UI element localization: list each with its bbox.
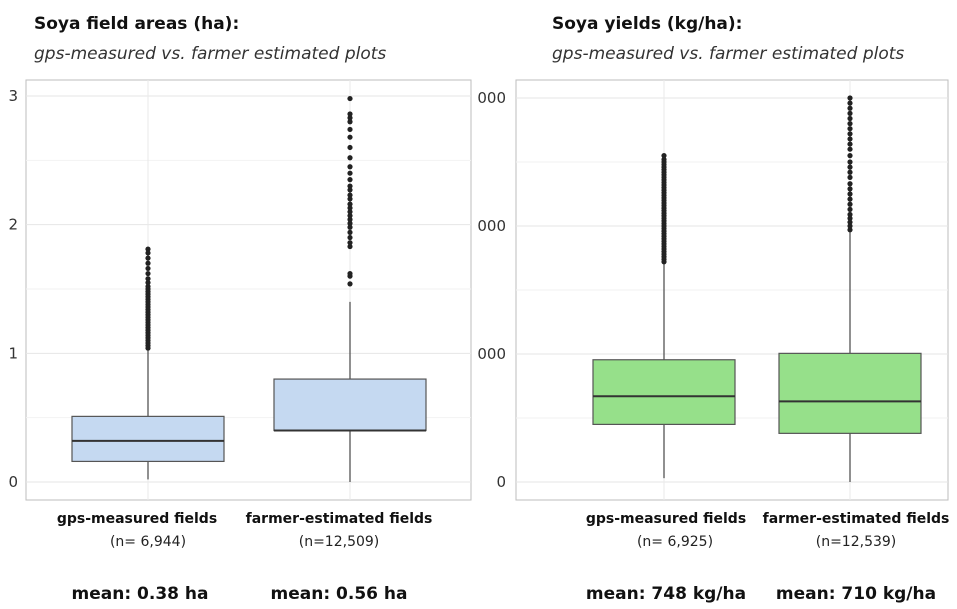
y-tick-label: 2 xyxy=(8,216,18,234)
outlier-point xyxy=(847,159,853,165)
mean-label: mean: 748 kg/ha xyxy=(585,584,747,604)
mean-label: mean: 710 kg/ha xyxy=(775,584,937,604)
outlier-point xyxy=(347,281,353,287)
outlier-point xyxy=(347,119,353,125)
chart-subtitle: gps-measured vs. farmer estimated plots xyxy=(552,44,905,64)
outlier-point xyxy=(347,164,353,170)
outlier-point xyxy=(347,270,353,277)
outlier-point xyxy=(347,134,353,140)
outlier-point xyxy=(847,196,853,202)
outlier-point xyxy=(847,121,853,127)
outlier-point xyxy=(347,155,353,161)
chart-title: Soya yields (kg/ha): xyxy=(552,14,743,34)
x-category-label: farmer-estimated fields xyxy=(245,511,433,527)
outlier-point xyxy=(145,276,151,282)
outlier-point xyxy=(847,105,853,111)
outlier-point xyxy=(347,243,353,250)
outlier-point xyxy=(847,223,853,229)
outlier-point xyxy=(347,183,353,189)
y-tick-label: 3 xyxy=(8,87,18,105)
outlier-point xyxy=(347,95,353,102)
outlier-point xyxy=(847,164,853,170)
outlier-point xyxy=(847,153,853,159)
outlier-point xyxy=(847,206,853,212)
outlier-point xyxy=(847,136,853,142)
outlier-point xyxy=(847,227,853,233)
outlier-point xyxy=(145,255,151,261)
sample-count-label: (n= 6,944) xyxy=(109,534,187,550)
outlier-point xyxy=(847,169,853,175)
outlier-point xyxy=(347,196,353,202)
outlier-point xyxy=(661,156,667,163)
outlier-point xyxy=(347,234,353,241)
outlier-point xyxy=(145,265,151,272)
yield-panel: Soya yields (kg/ha): gps-measured vs. fa… xyxy=(478,0,956,609)
outlier-point xyxy=(847,110,853,116)
outlier-point xyxy=(347,201,353,207)
outlier-point xyxy=(661,153,667,159)
box xyxy=(273,378,427,432)
y-tick-label: 1 xyxy=(8,344,18,362)
outlier-point xyxy=(847,174,853,180)
outlier-point xyxy=(347,220,353,226)
box xyxy=(71,415,225,463)
chart-title: Soya field areas (ha): xyxy=(34,14,240,34)
outlier-point xyxy=(847,126,853,132)
outlier-point xyxy=(347,205,353,211)
outlier-point xyxy=(347,229,353,235)
outlier-point xyxy=(847,191,853,197)
outlier-point xyxy=(145,250,151,256)
outlier-point xyxy=(847,201,853,207)
outlier-point xyxy=(347,216,353,223)
outlier-point xyxy=(347,224,353,230)
x-category-label: farmer-estimated fields xyxy=(762,511,950,527)
field-area-boxplot: 0 1 2 3 xyxy=(8,79,472,501)
yield-boxplot: 0 1000 2000 3000 xyxy=(478,79,949,501)
y-tick-label: 1000 xyxy=(478,345,506,363)
outlier-point xyxy=(145,246,151,252)
outlier-point xyxy=(145,283,151,290)
outlier-point xyxy=(347,240,353,246)
outlier-point xyxy=(847,146,853,152)
box xyxy=(778,352,922,434)
outlier-point xyxy=(847,95,853,101)
y-tick-label: 0 xyxy=(496,473,506,491)
outlier-point xyxy=(847,186,853,192)
outlier-point xyxy=(347,187,353,193)
outlier-point xyxy=(847,141,853,147)
sample-count-label: (n= 6,925) xyxy=(636,534,714,550)
outlier-point xyxy=(145,260,151,266)
outlier-point xyxy=(847,181,853,187)
field-area-panel: Soya field areas (ha): gps-measured vs. … xyxy=(0,0,478,609)
outlier-point xyxy=(347,177,353,183)
sample-count-label: (n=12,539) xyxy=(815,534,897,550)
outlier-point xyxy=(347,126,353,133)
outlier-point xyxy=(847,100,853,106)
outlier-point xyxy=(347,170,353,176)
outlier-point xyxy=(847,211,853,218)
outlier-point xyxy=(347,115,353,121)
outlier-point xyxy=(347,209,353,215)
mean-label: mean: 0.56 ha xyxy=(270,584,408,604)
outlier-point xyxy=(847,131,853,137)
chart-subtitle: gps-measured vs. farmer estimated plots xyxy=(34,44,387,64)
y-tick-label: 2000 xyxy=(478,217,506,235)
y-tick-label: 0 xyxy=(8,473,18,491)
outlier-point xyxy=(145,270,151,277)
sample-count-label: (n=12,509) xyxy=(298,534,380,550)
outlier-point xyxy=(145,279,151,286)
outlier-point xyxy=(847,215,853,221)
outlier-point xyxy=(347,144,353,151)
x-category-label: gps-measured fields xyxy=(585,511,747,527)
outlier-point xyxy=(347,111,353,117)
x-category-label: gps-measured fields xyxy=(56,511,218,527)
box xyxy=(592,359,736,426)
outlier-point xyxy=(847,115,853,122)
y-tick-label: 3000 xyxy=(478,89,506,107)
outlier-point xyxy=(347,192,353,198)
outlier-point xyxy=(347,213,353,219)
mean-label: mean: 0.38 ha xyxy=(71,584,209,604)
outlier-point xyxy=(847,219,853,225)
